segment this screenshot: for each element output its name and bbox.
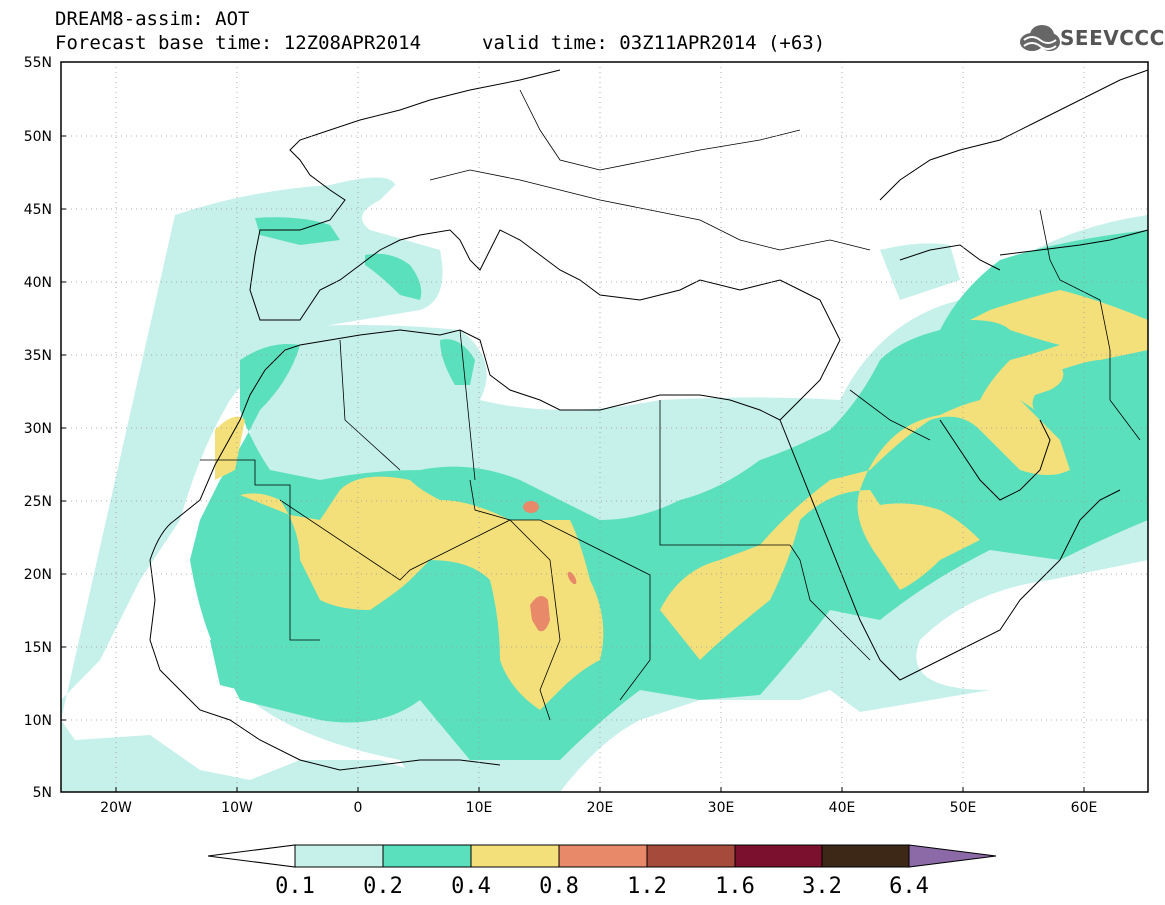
- borders: [200, 89, 1141, 721]
- lat-label: 35N: [24, 348, 52, 364]
- lat-label: 20N: [24, 567, 52, 583]
- colorbar-swatch: [382, 844, 472, 868]
- colorbar-swatch: [470, 844, 560, 868]
- lat-label: 45N: [24, 202, 52, 218]
- lat-label: 50N: [24, 129, 52, 145]
- colorbar-label: 3.2: [802, 874, 842, 899]
- lat-label: 30N: [24, 421, 52, 437]
- lon-label: 20W: [100, 800, 132, 816]
- colorbar-swatch: [646, 844, 736, 868]
- colorbar-swatch: [558, 844, 648, 868]
- lon-label: 60E: [1071, 800, 1098, 816]
- colorbar: [207, 844, 997, 868]
- aot-band-0.8: [523, 501, 577, 632]
- lon-label: 50E: [950, 800, 977, 816]
- colorbar-swatch: [821, 844, 910, 868]
- model-title: DREAM8-assim: AOT: [55, 8, 250, 30]
- lat-label: 25N: [24, 494, 52, 510]
- coastlines: [149, 69, 1148, 771]
- graticule: [61, 62, 1148, 792]
- base-time: Forecast base time: 12Z08APR2014: [55, 32, 422, 54]
- colorbar-label: 1.2: [627, 874, 667, 899]
- colorbar-swatch-under: [207, 844, 296, 868]
- cloud-logo-icon: [1020, 25, 1060, 51]
- longitude-labels: 20W 10W 0 10E 20E 30E 40E 50E 60E: [100, 800, 1097, 816]
- lat-label: 5N: [33, 785, 52, 801]
- lat-label: 55N: [24, 55, 52, 71]
- map-frame: [60, 61, 1149, 793]
- lon-label: 10E: [466, 800, 493, 816]
- aot-band-0.2: [190, 217, 1148, 760]
- lon-label: 30E: [708, 800, 735, 816]
- aot-band-0.4: [215, 290, 1148, 710]
- latitude-labels: 55N 50N 45N 40N 35N 30N 25N 20N 15N 10N …: [24, 55, 52, 801]
- colorbar-label: 0.1: [275, 874, 315, 899]
- colorbar-label: 0.8: [539, 874, 579, 899]
- lon-label: 10W: [221, 800, 253, 816]
- colorbar-label: 1.6: [715, 874, 755, 899]
- colorbar-label: 0.2: [363, 874, 403, 899]
- lon-label: 40E: [829, 800, 856, 816]
- colorbar-swatch: [294, 844, 384, 868]
- colorbar-swatch: [734, 844, 823, 868]
- lat-label: 40N: [24, 275, 52, 291]
- axis-ticks: [61, 61, 1085, 792]
- valid-time: valid time: 03Z11APR2014 (+63): [482, 32, 826, 54]
- lat-label: 10N: [24, 713, 52, 729]
- colorbar-label: 6.4: [889, 874, 929, 899]
- colorbar-swatch-over: [908, 844, 997, 868]
- aot-fields: [61, 62, 1148, 792]
- colorbar-label: 0.4: [451, 874, 491, 899]
- lon-label: 0: [354, 800, 363, 816]
- lat-label: 15N: [24, 640, 52, 656]
- logo-text: SEEVCCC: [1060, 26, 1165, 50]
- lon-label: 20E: [587, 800, 614, 816]
